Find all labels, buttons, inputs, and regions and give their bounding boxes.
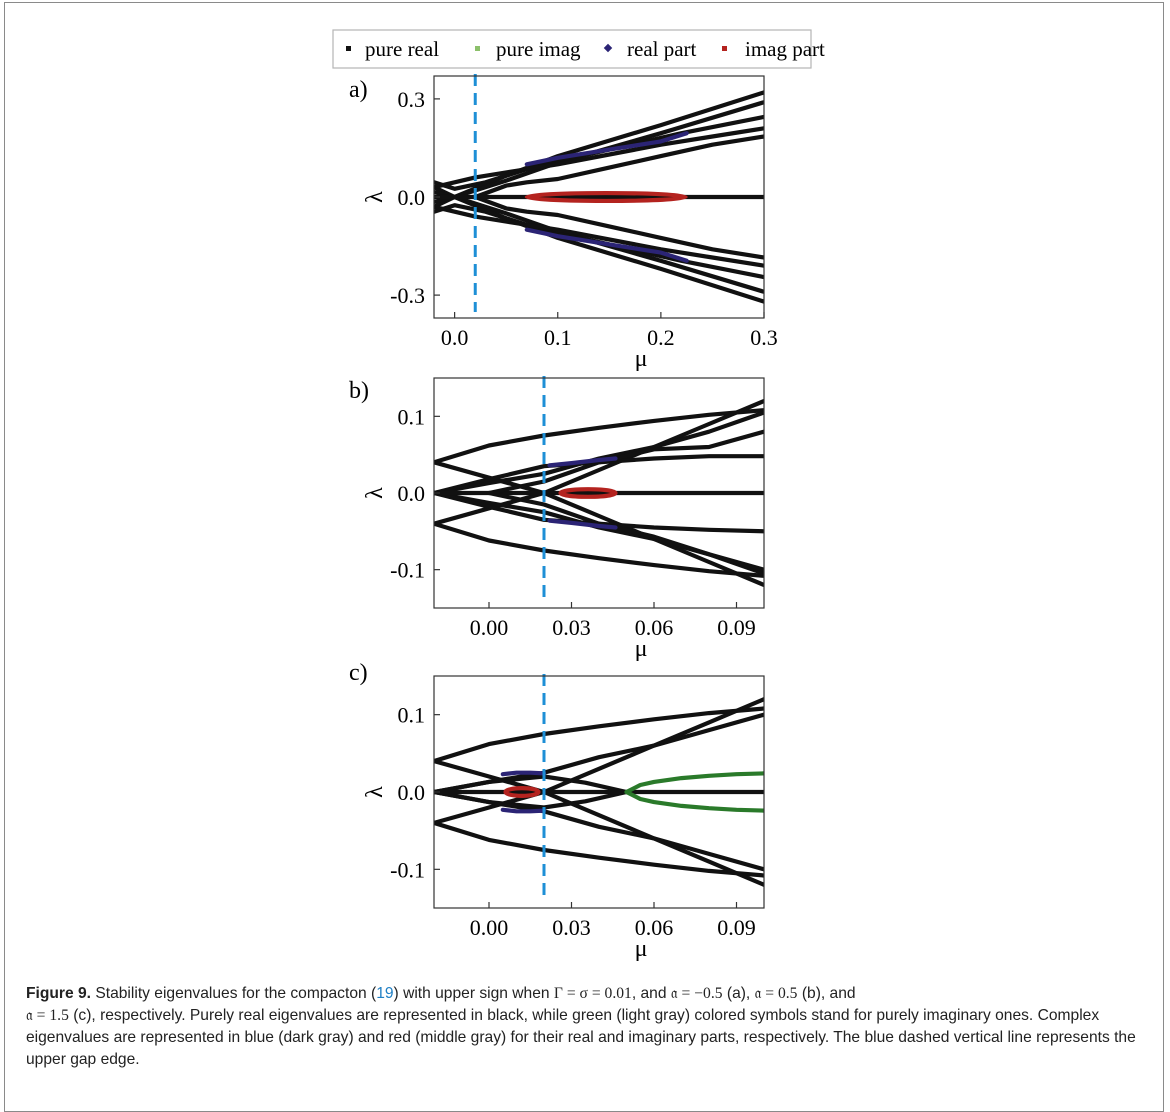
caption-text-4: , and xyxy=(631,985,667,1002)
plot-data xyxy=(434,697,764,887)
legend-label-pure-imag: pure imag xyxy=(496,37,581,61)
caption-math-a1: 𝔞 = −0.5 xyxy=(670,985,723,1002)
caption-text-2: ) with upper sign when xyxy=(393,985,550,1002)
x-tick-label: 0.1 xyxy=(544,325,572,350)
x-tick-label: 0.0 xyxy=(441,325,469,350)
legend-label-imag-part: imag part xyxy=(745,37,825,61)
eigenvalue-branch-pure-real xyxy=(434,521,764,578)
x-tick-label: 0.00 xyxy=(470,615,509,640)
x-tick-label: 0.00 xyxy=(470,915,509,940)
legend-box xyxy=(332,29,812,69)
caption-text-6: (a), xyxy=(726,985,751,1002)
eigenvalue-branch-pure-real xyxy=(434,758,764,887)
eigenvalue-branch-pure-real xyxy=(473,194,764,260)
panel-a: a) 0.0 0.1 0.2 0.3 0.3 0.0 -0.3 μ λ xyxy=(349,74,778,372)
caption-math-a3: 𝔞 = 1.5 xyxy=(26,1007,69,1024)
y-tick-label: 0.3 xyxy=(398,87,426,112)
eigenvalue-branch-real-part xyxy=(524,131,689,167)
y-tick-label: -0.1 xyxy=(390,857,425,882)
eigenvalue-branch-pure-real xyxy=(434,712,764,795)
legend-marker-imag-part xyxy=(722,46,727,51)
plot-data xyxy=(434,90,764,304)
y-tick-label: 0.1 xyxy=(398,404,426,429)
legend-item-imag-part: imag part xyxy=(722,37,825,61)
y-tick-label: 0.0 xyxy=(398,780,426,805)
panel-label: b) xyxy=(349,378,369,404)
eigenvalue-branch-pure-real xyxy=(473,134,764,200)
y-tick-label: -0.3 xyxy=(390,283,425,308)
x-tick-label: 0.3 xyxy=(750,325,778,350)
eigenvalue-branch-real-part xyxy=(500,770,547,777)
eigenvalue-loop-imag-part xyxy=(524,190,688,204)
x-tick-label: 0.03 xyxy=(552,915,591,940)
x-axis-label: μ xyxy=(635,346,648,372)
x-axis-label: μ xyxy=(635,936,648,962)
y-axis-label: λ xyxy=(362,487,388,499)
legend-label-pure-real: pure real xyxy=(365,37,439,61)
legend-label-real-part: real part xyxy=(627,37,697,61)
eigenvalue-branch-pure-real xyxy=(434,126,764,190)
legend-marker-pure-real xyxy=(346,46,351,51)
panel-c: c) 0.00 0.03 0.06 0.09 0.1 0.0 -0.1 μ λ xyxy=(349,660,765,962)
eigenvalue-branch-real-part xyxy=(500,807,547,814)
legend-item-pure-real: pure real xyxy=(346,37,439,61)
legend-item-pure-imag: pure imag xyxy=(475,37,581,61)
panel-label: a) xyxy=(349,77,368,103)
eigenvalue-branch-pure-real xyxy=(434,706,764,764)
y-axis-label: λ xyxy=(362,191,388,203)
figure-caption: Figure 9. Stability eigenvalues for the … xyxy=(26,983,1144,1071)
y-tick-label: 0.0 xyxy=(398,481,426,506)
plot-data xyxy=(434,398,764,588)
caption-text-10: (c), respectively. Purely real eigenvalu… xyxy=(26,1007,1136,1068)
caption-text-1: Stability eigenvalues for the compacton … xyxy=(95,985,377,1002)
caption-equation-ref[interactable]: 19 xyxy=(376,985,394,1002)
x-tick-label: 0.09 xyxy=(717,615,756,640)
x-tick-label: 0.06 xyxy=(635,915,674,940)
figure-canvas: pure real pure imag real part imag part … xyxy=(332,29,825,962)
x-axis-label: μ xyxy=(635,636,648,662)
caption-figure-label: Figure 9. xyxy=(26,985,91,1002)
x-tick-label: 0.2 xyxy=(647,325,675,350)
eigenvalue-branch-pure-real xyxy=(434,820,764,878)
caption-math-a2: 𝔞 = 0.5 xyxy=(754,985,798,1002)
x-tick-label: 0.06 xyxy=(635,615,674,640)
eigenvalue-branch-pure-real xyxy=(434,408,764,465)
eigenvalue-branch-pure-imag xyxy=(624,771,764,795)
legend-marker-pure-imag xyxy=(475,46,480,51)
eigenvalue-branch-pure-imag xyxy=(624,789,764,813)
x-tick-label: 0.09 xyxy=(717,915,756,940)
eigenvalue-branch-real-part xyxy=(547,456,618,468)
y-axis-label: λ xyxy=(362,786,388,798)
x-tick-label: 0.03 xyxy=(552,615,591,640)
panel-b: b) 0.00 0.03 0.06 0.09 0.1 0.0 -0.1 μ λ xyxy=(349,376,765,662)
legend: pure real pure imag real part imag part xyxy=(332,29,825,69)
y-tick-label: -0.1 xyxy=(390,558,425,583)
caption-math-gamma-sigma: Γ = σ = 0.01 xyxy=(553,985,632,1002)
eigenvalue-branch-pure-real xyxy=(434,789,764,872)
eigenvalue-branch-pure-real xyxy=(434,204,764,268)
eigenvalue-loop-imag-part xyxy=(503,786,541,798)
y-tick-label: 0.0 xyxy=(398,185,426,210)
y-tick-label: 0.1 xyxy=(398,703,426,728)
eigenvalue-branch-pure-real xyxy=(486,490,764,572)
eigenvalue-loop-imag-part xyxy=(558,487,618,499)
caption-text-8: (b), and xyxy=(801,985,856,1002)
eigenvalue-branch-pure-real xyxy=(486,429,764,496)
eigenvalue-branch-real-part xyxy=(547,518,618,530)
eigenvalue-branch-real-part xyxy=(524,227,689,263)
panel-label: c) xyxy=(349,660,368,686)
eigenvalue-branch-pure-real xyxy=(434,697,764,826)
